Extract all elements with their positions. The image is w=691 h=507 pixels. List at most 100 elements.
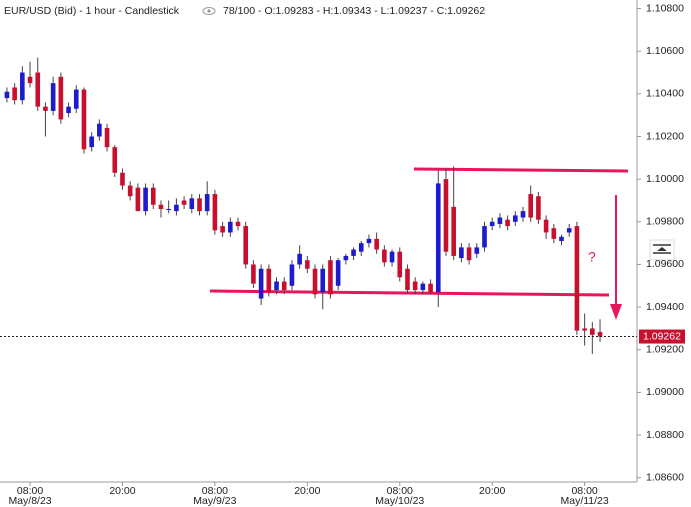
y-tick-label: 1.10000	[646, 173, 684, 185]
x-date-label: May/8/23	[8, 495, 51, 507]
candle-body	[150, 187, 156, 205]
candle-body	[497, 217, 503, 224]
arrow-head	[610, 304, 622, 320]
candle-body	[505, 219, 510, 227]
candle-body	[420, 283, 426, 291]
y-tick-label: 1.08800	[646, 429, 684, 441]
chart-title: EUR/USD (Bid) - 1 hour - Candlestick	[4, 5, 180, 17]
resistance-line	[413, 167, 629, 173]
candle-body	[559, 236, 564, 241]
y-tick-label: 1.10400	[646, 88, 684, 100]
candle-body	[574, 226, 580, 331]
candle-body	[358, 243, 364, 252]
candle-body	[489, 221, 495, 227]
y-tick-label: 1.10800	[646, 2, 684, 14]
candle-body	[174, 204, 179, 212]
candle-body	[551, 228, 557, 239]
candle-body	[89, 136, 94, 148]
ohlc-info: 78/100 - O:1.09283 - H:1.09343 - L:1.092…	[223, 5, 485, 17]
candle-body	[158, 204, 164, 210]
candle-body	[266, 268, 272, 293]
x-date-label: May/10/23	[375, 495, 424, 507]
eye-icon[interactable]	[202, 7, 216, 15]
y-tick-label: 1.09600	[646, 258, 684, 270]
candle-body	[227, 221, 233, 233]
candle-body	[189, 198, 195, 210]
candle-body	[58, 76, 64, 120]
candle-body	[528, 194, 534, 218]
candle-body	[451, 206, 456, 256]
y-tick-label: 1.10200	[646, 130, 684, 142]
candle-body	[289, 264, 295, 286]
annotation: ?	[588, 249, 596, 265]
y-tick-label: 1.10600	[646, 45, 684, 57]
x-tick-label: 20:00	[109, 485, 135, 497]
candle-body	[428, 283, 433, 293]
candle-body	[536, 196, 541, 220]
candle-body	[466, 247, 472, 261]
candle-body	[412, 281, 418, 291]
x-date-label: May/9/23	[193, 495, 236, 507]
candle-body	[343, 255, 349, 261]
candle-body	[135, 187, 141, 212]
candle-body	[104, 127, 110, 148]
candle-body	[251, 264, 256, 284]
y-tick-label: 1.09000	[646, 386, 684, 398]
x-tick-label: 08:00	[387, 485, 413, 497]
candle-body	[197, 198, 202, 212]
candle-body	[66, 106, 71, 114]
candle-body	[543, 219, 549, 233]
candle-body	[397, 251, 403, 278]
candle-body	[127, 185, 133, 197]
x-tick-label: 08:00	[202, 485, 228, 497]
candle-body	[474, 247, 480, 254]
candle-body	[405, 268, 410, 291]
candle-body	[335, 260, 341, 286]
candle-body	[312, 268, 318, 295]
candle-body	[582, 328, 587, 331]
candle-body	[459, 247, 464, 259]
candle-body	[320, 268, 326, 293]
candle-body	[366, 238, 372, 244]
candle-body	[97, 123, 102, 137]
candle-body	[482, 226, 487, 248]
candle-body	[81, 89, 87, 150]
candle-body	[597, 332, 603, 337]
y-tick-label: 1.08600	[646, 472, 684, 484]
candle-body	[566, 228, 572, 233]
candle-body	[35, 72, 41, 107]
candle-body	[220, 226, 225, 233]
candle-body	[166, 209, 171, 211]
candle-body	[382, 249, 387, 263]
candle-body	[120, 172, 125, 186]
candle-body	[235, 221, 241, 227]
candle-body	[181, 200, 187, 205]
last-price-label: 1.09262	[643, 330, 681, 342]
candle-body	[27, 76, 33, 84]
candle-body	[512, 215, 518, 222]
tool-icon[interactable]	[649, 239, 675, 261]
y-tick-label: 1.09800	[646, 216, 684, 228]
candle-body	[297, 253, 302, 265]
candle-body	[204, 194, 210, 212]
x-date-label: May/11/23	[560, 495, 608, 507]
candle-body	[43, 106, 48, 111]
candle-body	[351, 249, 356, 256]
candle-body	[112, 147, 118, 173]
y-tick-label: 1.09200	[646, 344, 684, 356]
candle-body	[443, 179, 449, 252]
candle-body	[435, 183, 441, 293]
candle-body	[389, 251, 395, 263]
candle-body	[520, 211, 526, 218]
candle-body	[212, 194, 218, 231]
candle-body	[4, 91, 10, 99]
x-tick-label: 08:00	[17, 485, 43, 497]
candle-body	[274, 281, 279, 291]
candle-body	[281, 281, 287, 291]
candle-body	[258, 268, 264, 299]
candle-body	[374, 238, 379, 250]
candle-body	[305, 260, 310, 269]
candle-body	[73, 89, 79, 109]
